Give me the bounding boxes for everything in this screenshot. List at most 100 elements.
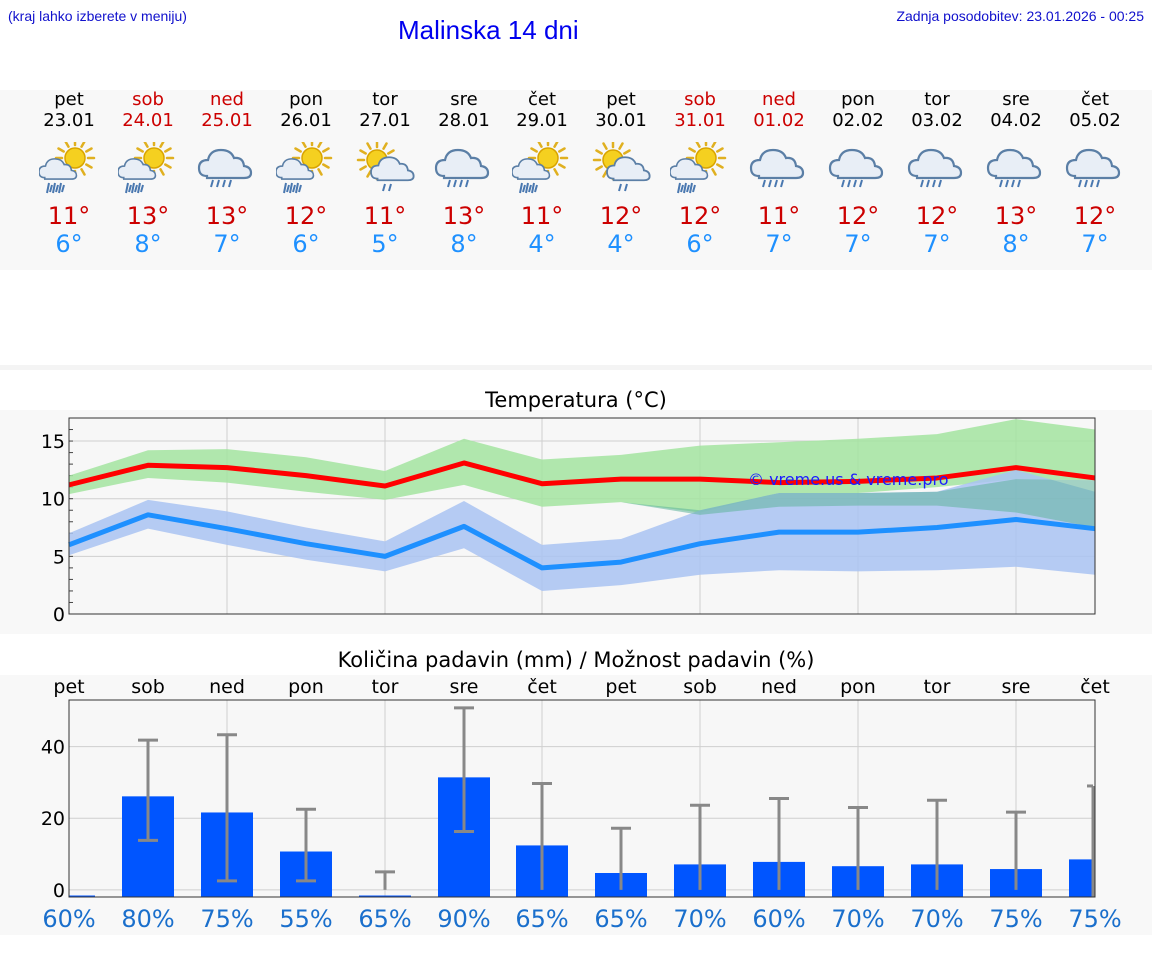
cloud-rain-icon [187,142,267,198]
y-tick-label: 5 [53,546,65,568]
day-column: sre 04.02 13° 8° [976,90,1056,258]
day-label: ned [209,676,245,698]
day-name: sob [132,89,164,110]
watermark: © vreme.us & vreme.pro [748,470,949,489]
day-label: čet [527,676,557,698]
plot-frame [68,699,1096,898]
sun-cloud-rain-icon [266,137,346,198]
y-tick-label: 0 [53,604,65,626]
min-temperature: 7° [765,230,793,258]
day-label: pon [840,676,876,698]
max-temperature: 13° [126,202,170,230]
day-date: 30.01 [595,110,647,131]
cloud-rain-icon [739,142,819,198]
min-temperature: 7° [844,230,872,258]
precipitation-probability: 60% [752,905,805,933]
day-column: tor 27.01 11° 5° [345,90,425,258]
max-range-band [69,419,1095,513]
day-label: pet [53,676,84,698]
day-label: sob [683,676,717,698]
day-label: sre [1002,676,1031,698]
sun-cloud-rain-icon [502,137,582,198]
min-temperature: 8° [134,230,162,258]
temperature-chart: 0 5 10 15 © vreme.us & vreme.pro [41,417,1096,626]
cloud-rain-icon [976,142,1056,198]
max-temperature: 13° [442,202,486,230]
day-date: 28.01 [438,110,490,131]
day-column: čet 05.02 12° 7° [1055,90,1135,258]
day-column: čet 29.01 11° 4° [502,90,582,258]
max-temperature: 12° [599,202,643,230]
sun-cloud-rain-icon [108,137,188,198]
day-column: ned 01.02 11° 7° [739,90,819,258]
day-date: 05.02 [1069,110,1121,131]
precipitation-chart: 0 20 40 pet sob ned pon tor sre čet pet sob ned pon to… [41,676,1122,933]
band-overlap [621,479,1095,528]
max-temperature: 11° [363,202,407,230]
page-title: Malinska 14 dni [398,15,579,45]
day-label: ned [761,676,797,698]
y-tick-label: 10 [41,489,65,511]
sun-cloud-light-rain-icon [345,139,425,198]
day-column: sob 24.01 13° 8° [108,90,188,258]
location-hint[interactable]: (kraj lahko izberete v meniju) [8,8,187,24]
day-column: sob 31.01 12° 6° [660,90,740,258]
min-temperature: 6° [55,230,83,258]
precipitation-probability: 55% [279,905,332,933]
precipitation-bar [1069,859,1095,897]
last-update: Zadnja posodobitev: 23.01.2026 - 00:25 [896,8,1144,24]
plot-frame [68,417,1096,615]
sun-cloud-rain-icon [660,137,740,198]
cloud-rain-icon [818,142,898,198]
max-temperature: 11° [757,202,801,230]
y-tick-label: 20 [41,808,65,830]
day-name: ned [210,89,244,110]
day-name: tor [924,89,950,110]
min-temperature: 5° [371,230,399,258]
day-name: čet [527,89,557,110]
max-temperature: 13° [205,202,249,230]
cloud-rain-icon [1055,142,1135,198]
day-date: 04.02 [990,110,1042,131]
precipitation-bar [69,895,95,897]
max-temperature: 12° [836,202,880,230]
day-column: pon 26.01 12° 6° [266,90,346,258]
min-temperature: 4° [528,230,556,258]
precipitation-probability: 60% [42,905,95,933]
day-label: tor [372,676,399,698]
day-date: 27.01 [359,110,411,131]
day-name: sre [450,89,478,110]
day-name: pon [841,89,875,110]
day-name: pet [606,89,636,110]
max-temperature: 11° [47,202,91,230]
precipitation-probability: 80% [121,905,174,933]
day-name: ned [762,89,796,110]
precipitation-probability: 75% [1068,905,1121,933]
max-temperature: 13° [994,202,1038,230]
precipitation-probability: 70% [831,905,884,933]
precipitation-probability: 65% [515,905,568,933]
day-column: pet 23.01 11° 6° [29,90,109,258]
day-column: pon 02.02 12° 7° [818,90,898,258]
min-temperature: 6° [686,230,714,258]
day-name: čet [1080,89,1110,110]
y-tick-label: 0 [53,880,65,902]
day-date: 24.01 [122,110,174,131]
min-temperature-line [68,512,1096,571]
precipitation-chart-title: Količina padavin (mm) / Možnost padavin … [337,648,815,672]
day-date: 23.01 [43,110,95,131]
day-column: ned 25.01 13° 7° [187,90,267,258]
precipitation-probability: 65% [358,905,411,933]
min-temperature: 8° [450,230,478,258]
forecast-strip [0,90,1152,270]
day-name: sre [1002,89,1030,110]
max-temperature-line [68,460,1096,489]
y-tick-label: 15 [41,431,65,453]
day-date: 31.01 [674,110,726,131]
day-column: sre 28.01 13° 8° [424,90,504,258]
precipitation-probability: 70% [673,905,726,933]
max-temperature: 12° [915,202,959,230]
cloud-rain-icon [424,142,504,198]
precipitation-probability: 75% [989,905,1042,933]
day-date: 01.02 [753,110,805,131]
